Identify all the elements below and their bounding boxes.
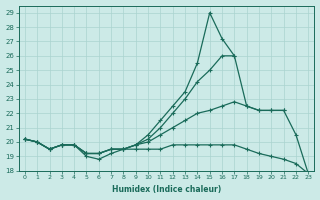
- X-axis label: Humidex (Indice chaleur): Humidex (Indice chaleur): [112, 185, 221, 194]
